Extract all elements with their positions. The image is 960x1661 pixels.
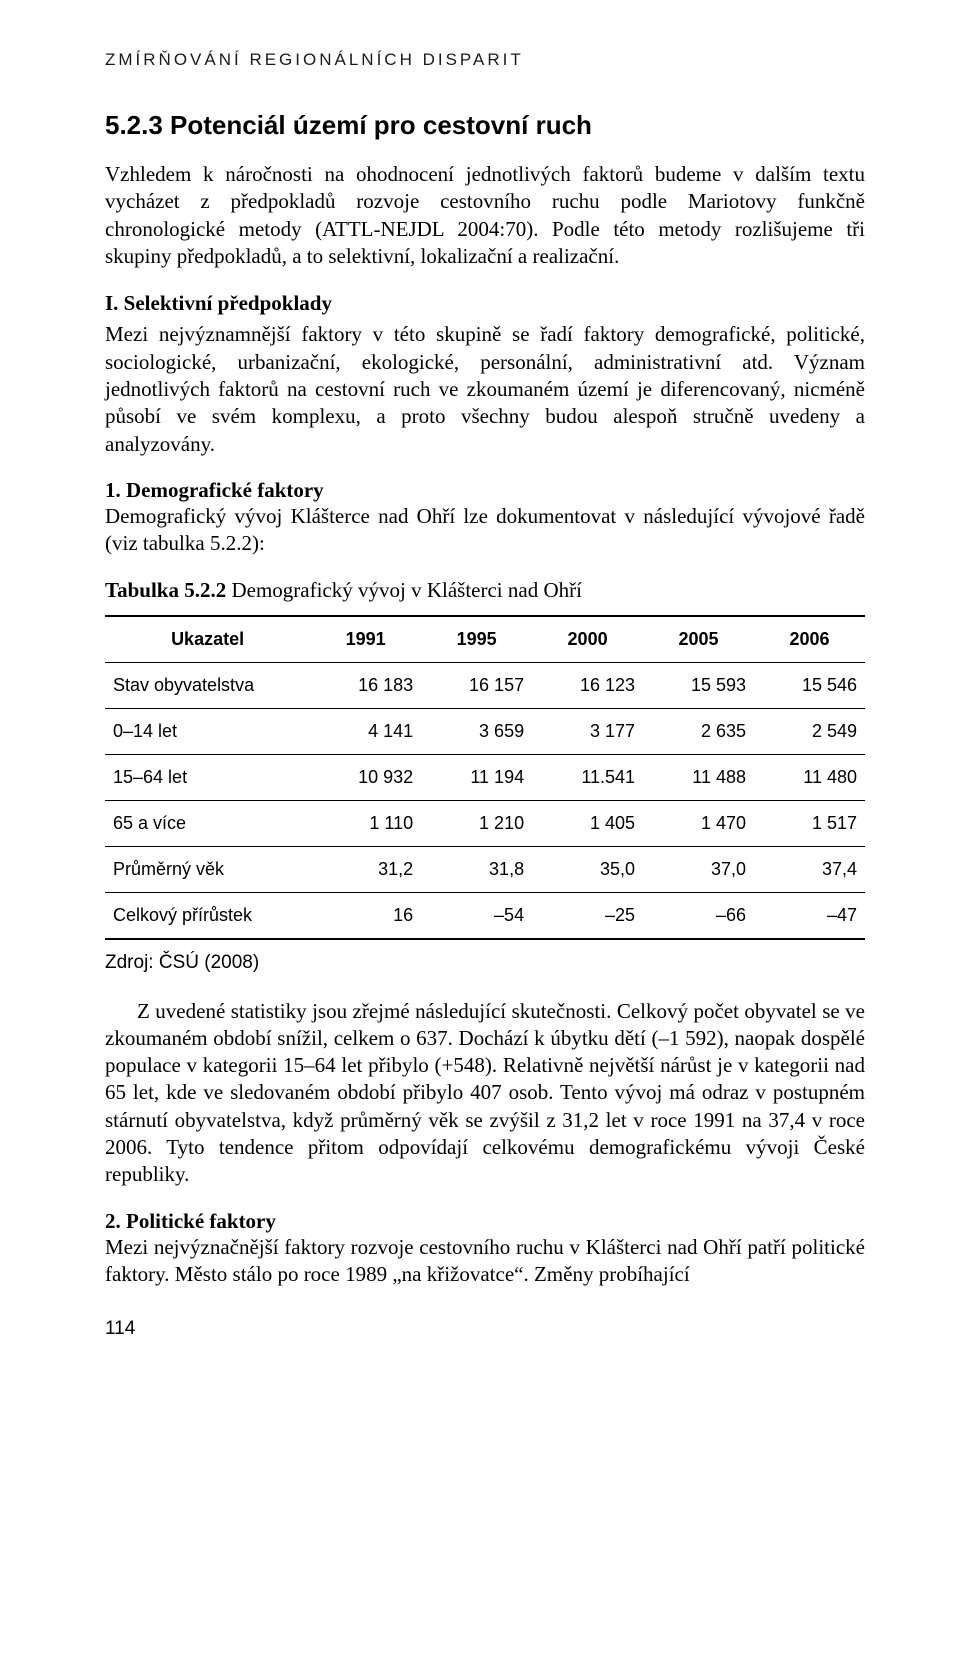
table-header: 2000 [532, 616, 643, 663]
table-cell: 1 210 [421, 800, 532, 846]
table-cell: 1 405 [532, 800, 643, 846]
section-heading: 5.2.3 Potenciál území pro cestovní ruch [105, 110, 865, 141]
selective-heading-text: I. Selektivní předpoklady [105, 291, 332, 315]
table-cell: 31,8 [421, 846, 532, 892]
table-cell: 37,0 [643, 846, 754, 892]
table-header: Ukazatel [105, 616, 310, 663]
table-cell: –66 [643, 892, 754, 939]
table-cell: 1 517 [754, 800, 865, 846]
table-cell: 3 659 [421, 708, 532, 754]
table-row: 65 a více 1 110 1 210 1 405 1 470 1 517 [105, 800, 865, 846]
demographic-heading: 1. Demografické faktory [105, 478, 865, 503]
table-cell: Stav obyvatelstva [105, 662, 310, 708]
table-cell: 2 635 [643, 708, 754, 754]
table-header-row: Ukazatel 1991 1995 2000 2005 2006 [105, 616, 865, 663]
selective-paragraph: Mezi nejvýznamnější faktory v této skupi… [105, 321, 865, 457]
table-cell: –25 [532, 892, 643, 939]
table-cell: 3 177 [532, 708, 643, 754]
table-header: 2005 [643, 616, 754, 663]
table-header: 1991 [310, 616, 421, 663]
table-cell: 11.541 [532, 754, 643, 800]
table-cell: 16 123 [532, 662, 643, 708]
table-cell: 15 546 [754, 662, 865, 708]
table-cell: –54 [421, 892, 532, 939]
page-number: 114 [105, 1318, 865, 1340]
table-caption-bold: Tabulka 5.2.2 [105, 578, 226, 602]
table-cell: 4 141 [310, 708, 421, 754]
section-intro-paragraph: Vzhledem k náročnosti na ohodnocení jedn… [105, 161, 865, 270]
political-heading: 2. Politické faktory [105, 1209, 865, 1234]
table-cell: 35,0 [532, 846, 643, 892]
analysis-paragraph: Z uvedené statistiky jsou zřejmé následu… [105, 998, 865, 1189]
table-cell: Průměrný věk [105, 846, 310, 892]
table-caption-rest: Demografický vývoj v Klášterci nad Ohří [226, 578, 582, 602]
table-row: 15–64 let 10 932 11 194 11.541 11 488 11… [105, 754, 865, 800]
demographic-table: Ukazatel 1991 1995 2000 2005 2006 Stav o… [105, 615, 865, 940]
table-cell: 15 593 [643, 662, 754, 708]
table-header: 2006 [754, 616, 865, 663]
table-cell: 1 110 [310, 800, 421, 846]
table-header: 1995 [421, 616, 532, 663]
table-row: 0–14 let 4 141 3 659 3 177 2 635 2 549 [105, 708, 865, 754]
political-paragraph: Mezi nejvýznačnější faktory rozvoje cest… [105, 1234, 865, 1289]
table-cell: 10 932 [310, 754, 421, 800]
table-cell: –47 [754, 892, 865, 939]
table-cell: 1 470 [643, 800, 754, 846]
table-cell: 11 194 [421, 754, 532, 800]
table-cell: 2 549 [754, 708, 865, 754]
table-row: Průměrný věk 31,2 31,8 35,0 37,0 37,4 [105, 846, 865, 892]
table-caption: Tabulka 5.2.2 Demografický vývoj v Klášt… [105, 578, 865, 603]
selective-heading: I. Selektivní předpoklady [105, 290, 865, 317]
table-row: Celkový přírůstek 16 –54 –25 –66 –47 [105, 892, 865, 939]
table-cell: 16 [310, 892, 421, 939]
table-cell: 16 183 [310, 662, 421, 708]
table-cell: 11 488 [643, 754, 754, 800]
running-head: ZMÍRŇOVÁNÍ REGIONÁLNÍCH DISPARIT [105, 50, 865, 70]
table-body: Stav obyvatelstva 16 183 16 157 16 123 1… [105, 662, 865, 939]
demographic-paragraph: Demografický vývoj Klášterce nad Ohří lz… [105, 503, 865, 558]
table-cell: 31,2 [310, 846, 421, 892]
table-cell: Celkový přírůstek [105, 892, 310, 939]
table-cell: 65 a více [105, 800, 310, 846]
table-cell: 15–64 let [105, 754, 310, 800]
table-cell: 11 480 [754, 754, 865, 800]
table-cell: 16 157 [421, 662, 532, 708]
table-row: Stav obyvatelstva 16 183 16 157 16 123 1… [105, 662, 865, 708]
table-cell: 37,4 [754, 846, 865, 892]
table-cell: 0–14 let [105, 708, 310, 754]
table-source: Zdroj: ČSÚ (2008) [105, 952, 865, 974]
